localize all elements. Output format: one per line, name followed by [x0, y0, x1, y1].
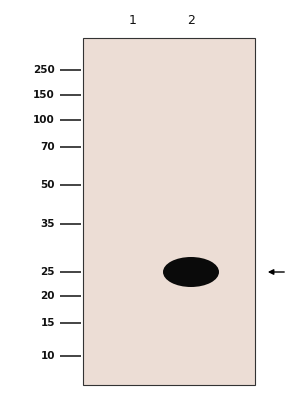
- Text: 1: 1: [129, 14, 137, 26]
- Bar: [83, 38, 255, 385]
- Text: 70: 70: [40, 142, 55, 152]
- Text: 25: 25: [40, 267, 55, 277]
- Text: 150: 150: [33, 90, 55, 100]
- Text: 20: 20: [40, 291, 55, 301]
- Text: 15: 15: [40, 318, 55, 328]
- Text: 250: 250: [33, 65, 55, 75]
- Text: 2: 2: [187, 14, 195, 26]
- Text: 35: 35: [40, 219, 55, 229]
- Text: 10: 10: [40, 351, 55, 361]
- Text: 50: 50: [40, 180, 55, 190]
- Text: 100: 100: [33, 115, 55, 125]
- Ellipse shape: [163, 257, 219, 287]
